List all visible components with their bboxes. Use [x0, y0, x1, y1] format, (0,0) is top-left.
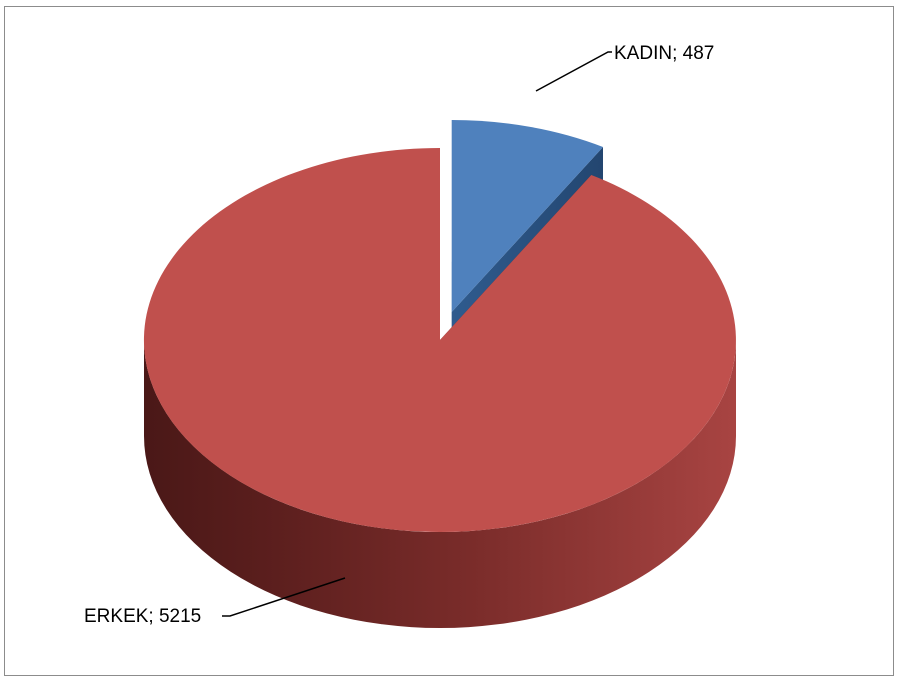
leader-line-erkek: [222, 577, 346, 617]
slice-label-kadin: KADIN; 487: [614, 43, 714, 64]
slice-label-erkek: ERKEK; 5215: [84, 606, 201, 627]
slice-kadin: [451, 120, 603, 312]
leader-line-kadin: [535, 51, 612, 92]
slice-side-erkek: [144, 340, 736, 628]
slice-erkek: [143, 148, 736, 532]
